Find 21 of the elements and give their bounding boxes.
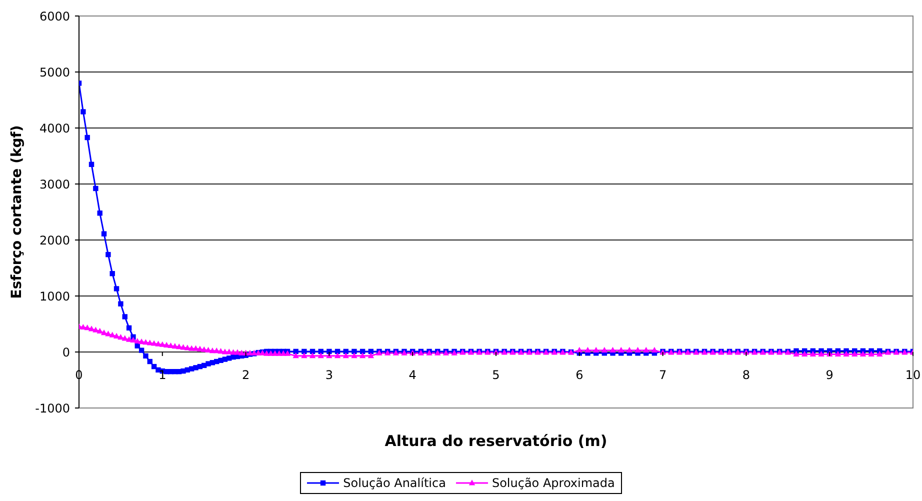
y-tick-label: 2000 [39,233,70,248]
y-tick-label: 1000 [39,289,70,304]
x-tick-label: 10 [905,368,921,382]
x-axis-title: Altura do reservatório (m) [384,432,608,450]
x-tick-label: 7 [658,368,667,382]
y-tick-label: 4000 [39,121,70,136]
x-tick-label: 8 [742,368,750,382]
x-tick-label: 6 [576,368,584,382]
legend-label: Solução Aproximada [492,476,615,490]
legend-label: Solução Analítica [343,476,446,490]
x-tick-label: 5 [492,368,500,382]
y-tick-label: -1000 [35,401,70,416]
x-tick-label: 9 [826,368,834,382]
x-tick-label: 2 [242,368,250,382]
y-tick-label: 0 [62,345,70,360]
y-axis-title: Esforço cortante (kgf) [8,125,25,299]
y-tick-label: 3000 [39,177,70,192]
y-tick-label: 6000 [39,9,70,24]
x-tick-label: 3 [325,368,334,382]
x-tick-label: 4 [408,368,416,382]
y-tick-label: 5000 [39,65,70,80]
